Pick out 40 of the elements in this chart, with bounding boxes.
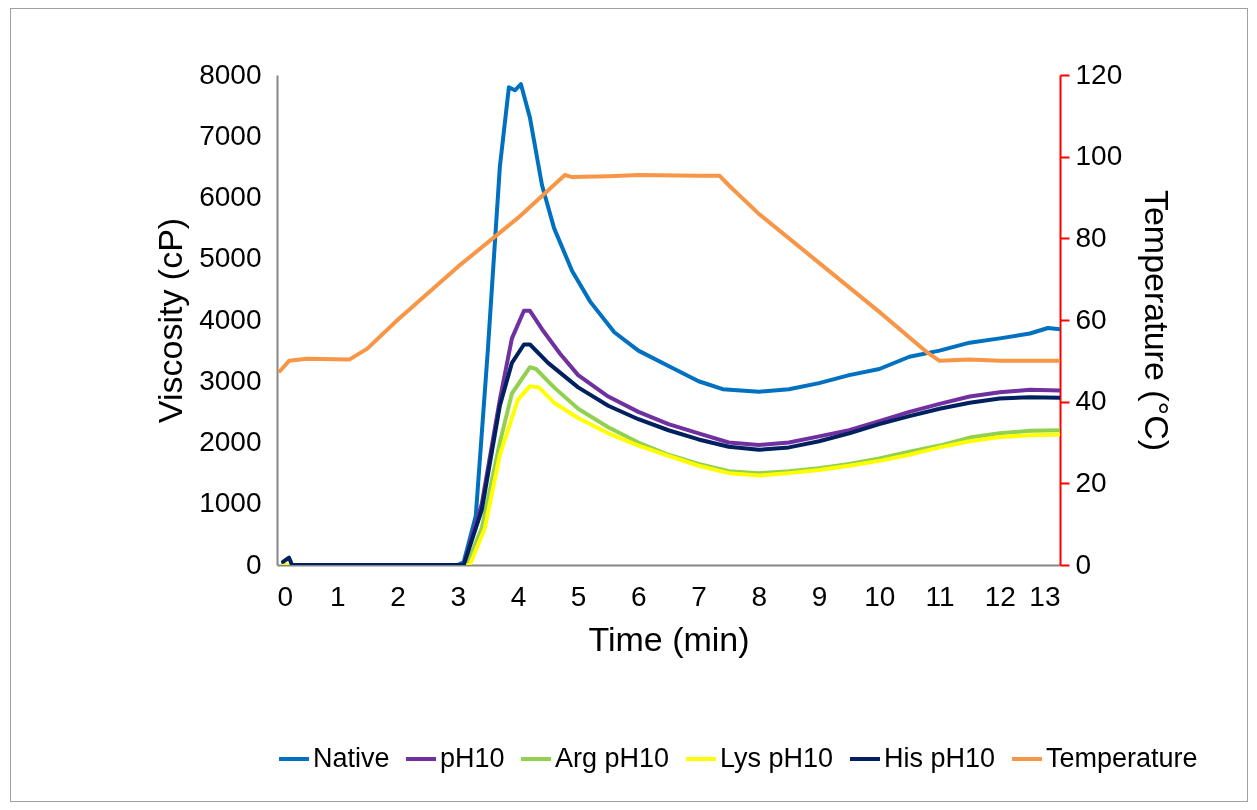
x-tick-label: 12 <box>984 580 1016 612</box>
y2-tick-label: 100 <box>1075 140 1123 172</box>
y-tick-label: 8000 <box>199 58 262 90</box>
legend-label: Native <box>313 743 390 773</box>
x-tick-label: 10 <box>864 580 896 612</box>
x-tick-label: 9 <box>811 580 828 612</box>
y-tick-label: 0 <box>245 548 262 580</box>
legend-label: Temperature <box>1046 743 1198 773</box>
y2-tick-label: 80 <box>1075 221 1107 253</box>
x-tick-label: 13 <box>1029 580 1061 612</box>
y-tick-label: 1000 <box>199 487 262 519</box>
x-tick-label: 2 <box>390 580 406 612</box>
line-series <box>278 173 1060 374</box>
y2-tick-label: 60 <box>1075 303 1107 335</box>
x-tick-label: 5 <box>570 580 587 612</box>
legend-label: Lys pH10 <box>720 743 834 773</box>
x-tick-label: 8 <box>751 580 768 612</box>
y2-axis-title: Temperature (°C) <box>1138 189 1177 452</box>
legend-label: His pH10 <box>884 743 996 773</box>
x-tick-label: 6 <box>631 580 647 612</box>
x-tick-label: 1 <box>329 580 346 612</box>
y-axis-title: Viscosity (cP) <box>151 217 190 424</box>
y2-tick-label: 0 <box>1075 548 1092 580</box>
y-tick-label: 3000 <box>199 364 262 396</box>
y-tick-label: 6000 <box>199 181 262 212</box>
y2-tick-label: 120 <box>1075 58 1123 90</box>
legend-label: Arg pH10 <box>555 743 670 773</box>
y2-tick-label: 20 <box>1075 466 1107 498</box>
x-axis-title: Time (min) <box>588 619 750 658</box>
x-tick-label: 11 <box>925 580 955 612</box>
x-tick-label: 3 <box>450 580 466 612</box>
y-tick-label: 7000 <box>199 119 262 151</box>
y-tick-label: 4000 <box>199 303 262 335</box>
legend-label: pH10 <box>440 743 505 773</box>
y-tick-label: 2000 <box>199 426 262 457</box>
x-tick-label: 4 <box>510 580 527 612</box>
y-tick-label: 5000 <box>199 242 262 274</box>
x-tick-label: 0 <box>277 580 294 612</box>
y2-tick-label: 40 <box>1075 385 1107 417</box>
x-tick-label: 7 <box>691 580 707 612</box>
